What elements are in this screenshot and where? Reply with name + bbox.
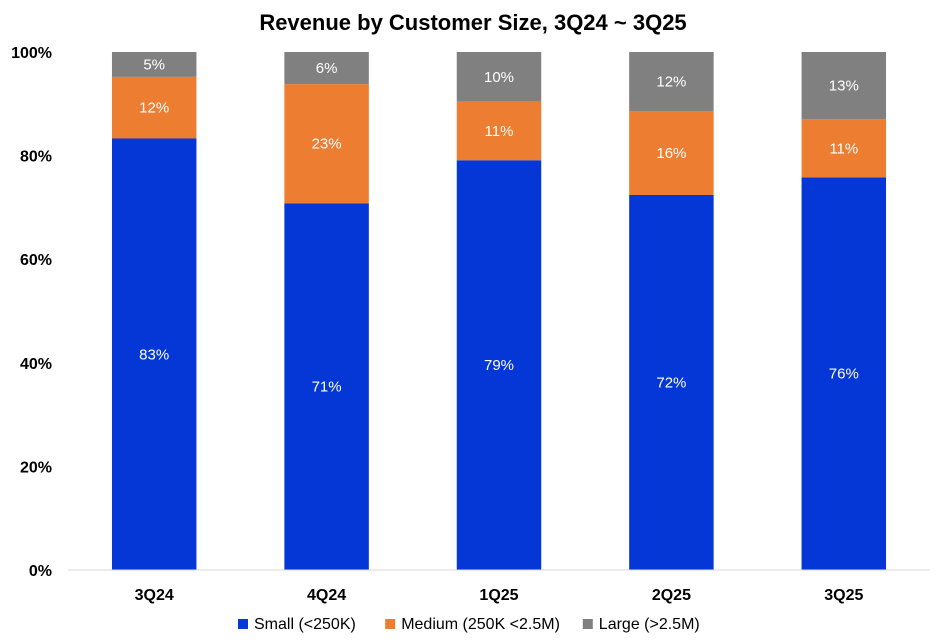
bar-segment <box>111 52 197 77</box>
legend-swatch <box>582 619 593 629</box>
x-tick-label: 1Q25 <box>479 587 518 604</box>
bar-stack-1q25: 79% 11% 10% <box>456 52 542 570</box>
x-tick-label: 3Q24 <box>135 587 174 604</box>
x-tick-label: 4Q24 <box>307 587 346 604</box>
legend-item: Large (>2.5M) <box>582 616 700 633</box>
y-tick-label: 20% <box>20 459 52 476</box>
bar-segment <box>629 52 714 112</box>
bars: 83% 12% 5% 71% 23% 6% 79% 11% 10% 72% 16% 12% 76% 11%… <box>111 52 887 571</box>
legend-item: Medium (250K <2.5M) <box>385 616 560 633</box>
data-label: 79% <box>484 357 514 374</box>
bar-segment <box>284 52 369 85</box>
bar-segment <box>111 76 197 139</box>
legend-label: Small (<250K) <box>254 616 356 633</box>
data-label: 11% <box>829 140 858 157</box>
data-label: 71% <box>312 379 342 396</box>
x-tick-label: 2Q25 <box>652 587 691 604</box>
bar-segment <box>456 101 542 161</box>
bar-stack-3q24: 83% 12% 5% <box>111 52 197 571</box>
legend: Small (<250K) Medium (250K <2.5M) Large (>… <box>238 616 700 633</box>
y-tick-label: 60% <box>20 252 52 269</box>
legend-item: Small (<250K) <box>238 616 356 633</box>
legend-swatch <box>238 619 248 629</box>
data-label: 72% <box>656 374 686 391</box>
bar-segment <box>629 111 714 195</box>
y-tick-label: 100% <box>11 45 52 62</box>
data-label: 5% <box>143 56 165 73</box>
bar-segment <box>111 138 197 571</box>
bar-segment <box>801 119 887 178</box>
chart-title: Revenue by Customer Size, 3Q24 ~ 3Q25 <box>259 10 686 35</box>
legend-label: Medium (250K <2.5M) <box>401 616 560 633</box>
data-label: 83% <box>139 346 169 363</box>
data-label: 16% <box>656 145 686 162</box>
bar-segment <box>284 203 369 571</box>
bar-segment <box>456 160 542 570</box>
data-label: 11% <box>485 123 514 140</box>
data-label: 13% <box>829 78 859 95</box>
y-tick-label: 80% <box>20 149 52 166</box>
legend-label: Large (>2.5M) <box>599 616 700 633</box>
bar-stack-2q25: 72% 16% 12% <box>629 52 714 570</box>
data-label: 12% <box>139 100 169 117</box>
legend-swatch <box>385 619 396 629</box>
bar-stack-3q25: 76% 11% 13% <box>801 52 887 570</box>
bar-segment <box>284 84 369 204</box>
data-label: 10% <box>484 69 514 86</box>
y-axis: 0% 20% 40% 60% 80% 100% <box>11 45 52 580</box>
data-label: 76% <box>829 366 859 383</box>
bar-segment <box>456 52 542 102</box>
data-label: 12% <box>656 74 686 91</box>
x-axis: 3Q24 4Q24 1Q25 2Q25 3Q25 <box>68 569 930 604</box>
data-label: 23% <box>312 136 342 153</box>
bar-segment <box>801 52 887 120</box>
bar-stack-4q24: 71% 23% 6% <box>284 52 369 571</box>
bar-segment <box>801 177 887 570</box>
y-tick-label: 0% <box>29 563 52 580</box>
data-label: 6% <box>316 60 338 77</box>
y-tick-label: 40% <box>20 356 52 373</box>
bar-segment <box>629 194 714 570</box>
x-tick-label: 3Q25 <box>824 587 863 604</box>
